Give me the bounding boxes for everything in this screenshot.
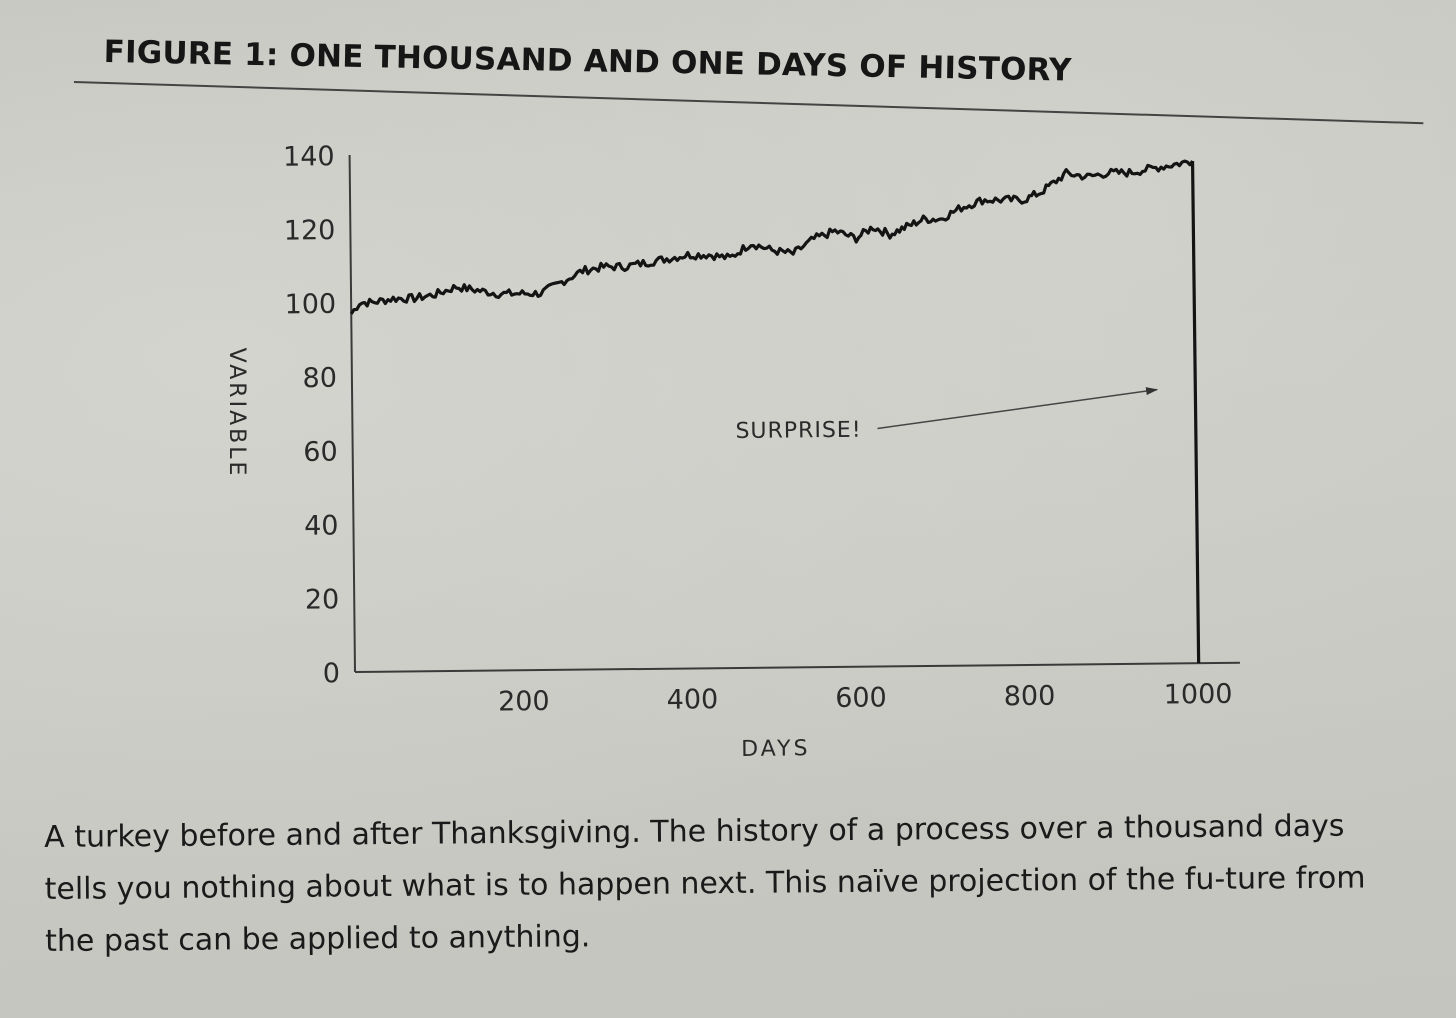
surprise-arrow bbox=[877, 387, 1159, 430]
series-group bbox=[349, 159, 1201, 664]
y-tick-label: 140 bbox=[283, 141, 335, 173]
y-tick-label: 80 bbox=[302, 363, 337, 394]
surprise-annotation: SURPRISE! bbox=[735, 418, 861, 444]
y-tick-label: 100 bbox=[284, 289, 336, 321]
y-axis bbox=[348, 155, 356, 673]
y-tick-label: 60 bbox=[303, 437, 338, 468]
y-tick-label: 20 bbox=[305, 584, 340, 615]
x-tick-label: 1000 bbox=[1164, 679, 1233, 711]
x-axis-line bbox=[354, 661, 1240, 673]
y-tick-labels: 0 20 40 60 80 100 120 140 bbox=[283, 141, 341, 689]
y-tick-label: 40 bbox=[304, 510, 339, 541]
figure-caption: A turkey before and after Thanksgiving. … bbox=[44, 808, 1366, 959]
y-tick-label: 0 bbox=[323, 658, 341, 689]
x-axis-label: DAYS bbox=[741, 736, 811, 762]
series-drop-line bbox=[1190, 160, 1201, 664]
x-tick-labels: 200 400 600 800 1000 bbox=[498, 679, 1233, 718]
turkey-line-chart: 0 20 40 60 80 100 120 140 200 400 600 800 1000 SURP… bbox=[224, 141, 1240, 762]
series-line bbox=[349, 159, 1194, 315]
chart-plot-area: 0 20 40 60 80 100 120 140 200 400 600 800 1000 SURP… bbox=[283, 141, 1240, 762]
x-tick-label: 800 bbox=[1004, 681, 1056, 713]
x-tick-label: 600 bbox=[835, 682, 887, 714]
y-tick-label: 120 bbox=[284, 215, 336, 247]
x-tick-label: 200 bbox=[498, 686, 550, 718]
y-axis-line bbox=[348, 155, 356, 673]
x-axis bbox=[354, 661, 1240, 673]
x-tick-label: 400 bbox=[667, 684, 719, 716]
y-axis-label: VARIABLE bbox=[224, 348, 249, 479]
